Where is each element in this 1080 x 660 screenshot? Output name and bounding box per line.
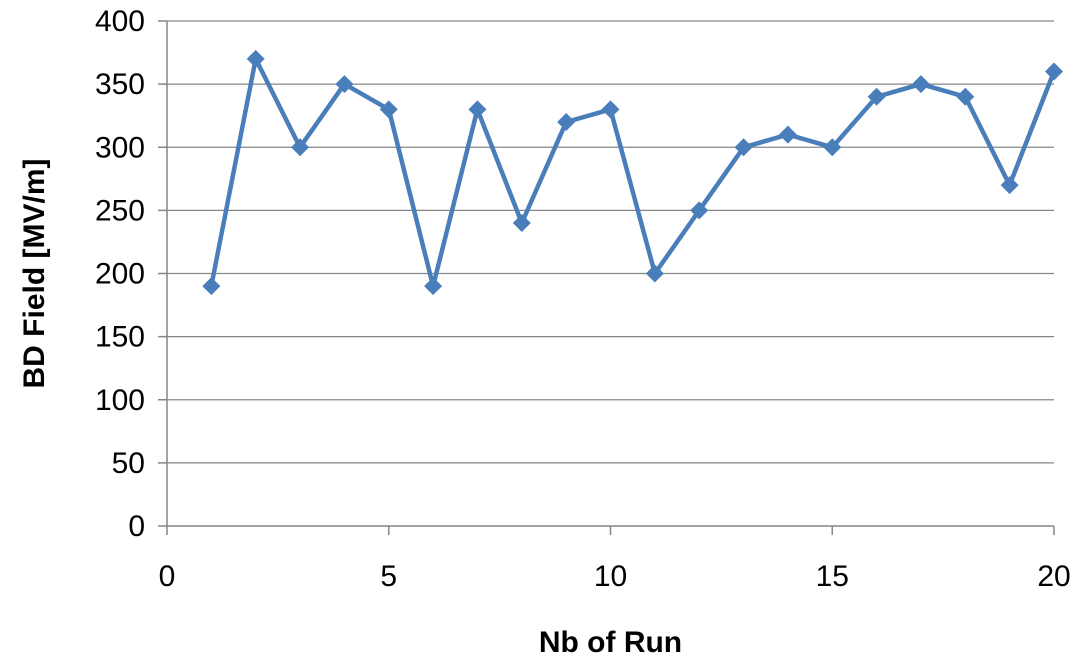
y-tick-label: 50 <box>112 447 145 480</box>
data-point-7 <box>468 100 487 119</box>
y-tick-label: 0 <box>128 510 145 543</box>
x-tick-label: 5 <box>380 560 397 593</box>
series-group <box>202 49 1063 296</box>
y-tick-label: 100 <box>95 384 145 417</box>
y-tick-label: 300 <box>95 131 145 164</box>
data-point-17 <box>911 75 930 94</box>
data-point-4 <box>335 75 354 94</box>
data-point-12 <box>690 201 709 220</box>
data-point-3 <box>291 138 310 157</box>
data-point-19 <box>1000 176 1019 195</box>
x-tick-labels: 0 5 10 15 20 <box>159 560 1071 593</box>
gridlines <box>167 20 1054 464</box>
data-point-6 <box>424 277 443 296</box>
data-point-5 <box>379 100 398 119</box>
y-tick-label: 350 <box>95 68 145 101</box>
data-point-15 <box>823 138 842 157</box>
y-tick-label: 200 <box>95 258 145 291</box>
y-tick-labels: 0 50 100 150 200 250 300 350 400 <box>95 5 145 543</box>
data-point-20 <box>1045 62 1063 81</box>
data-point-11 <box>645 264 664 283</box>
x-tick-label: 20 <box>1037 560 1070 593</box>
y-axis-title: BD Field [MV/m] <box>18 159 51 389</box>
x-tick-label: 10 <box>594 560 627 593</box>
y-tick-label: 250 <box>95 194 145 227</box>
y-tick-label: 150 <box>95 321 145 354</box>
x-tick-label: 15 <box>816 560 849 593</box>
x-axis-title: Nb of Run <box>539 626 682 659</box>
data-point-2 <box>246 49 265 68</box>
data-point-1 <box>202 277 221 296</box>
data-point-18 <box>956 87 975 106</box>
y-tick-label: 400 <box>95 5 145 38</box>
axes <box>158 20 1055 535</box>
series-line <box>209 56 1057 289</box>
data-point-9 <box>557 113 576 131</box>
x-tick-label: 0 <box>159 560 176 593</box>
data-point-13 <box>734 138 753 157</box>
data-point-10 <box>601 100 620 119</box>
data-point-8 <box>512 214 531 232</box>
data-point-16 <box>867 87 886 106</box>
data-point-14 <box>778 125 797 144</box>
